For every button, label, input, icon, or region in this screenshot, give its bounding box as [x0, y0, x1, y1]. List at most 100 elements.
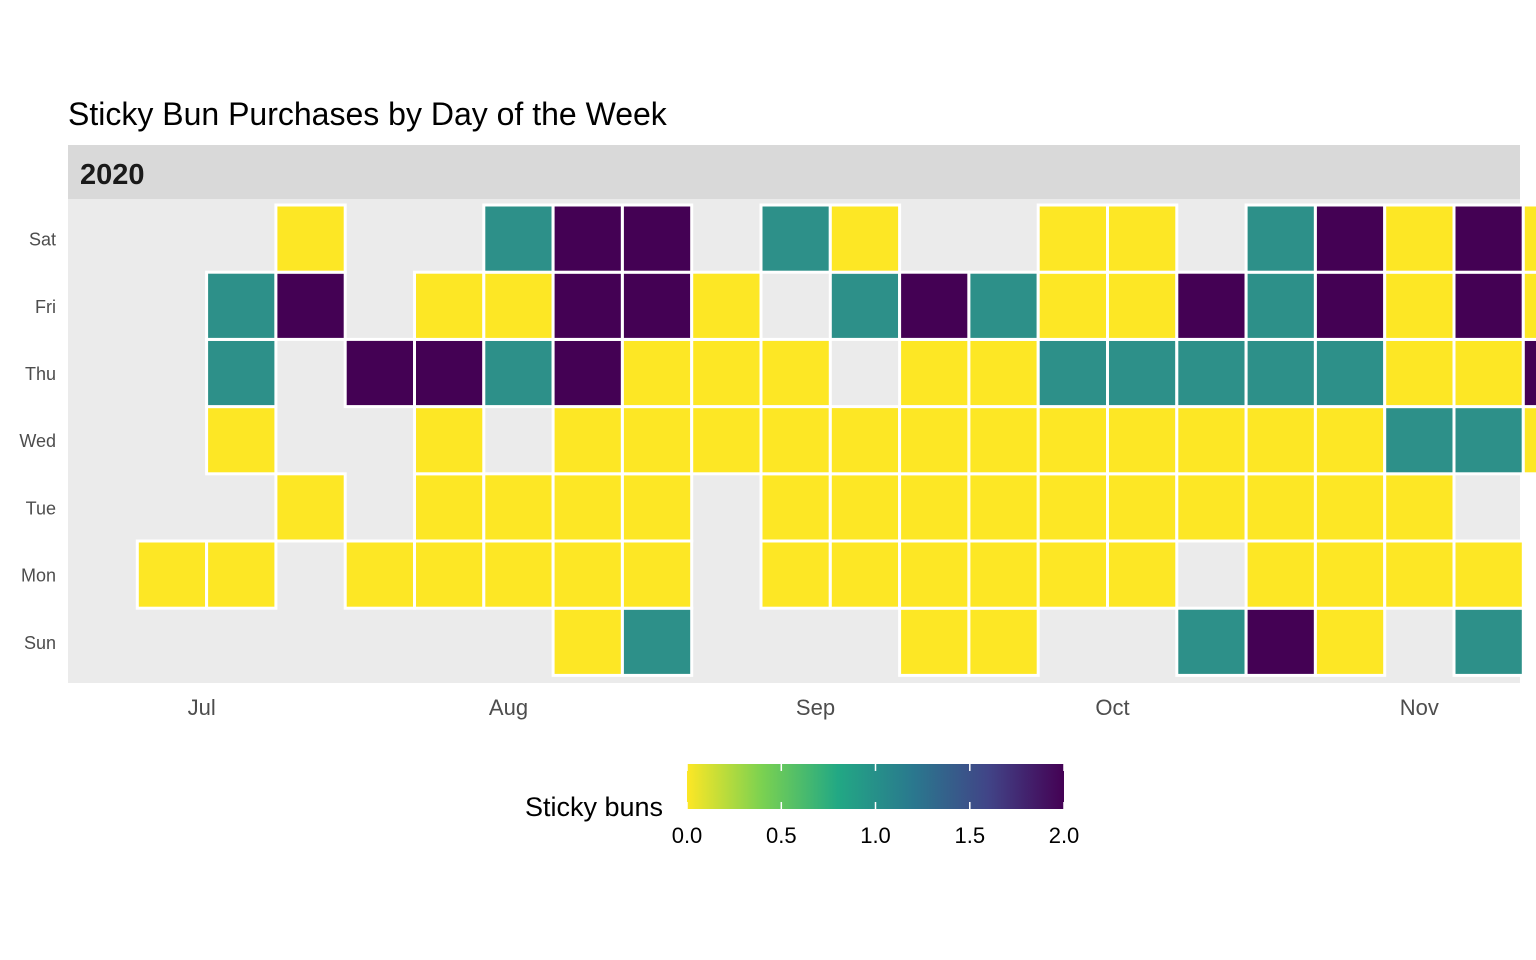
legend-colorbar: [687, 764, 1064, 809]
heatmap-tile-fri-21: [1452, 270, 1525, 341]
heatmap-tile-sun-17: [1175, 606, 1248, 677]
heatmap-tile-sat-9: [620, 203, 694, 274]
heatmap-tile-thu-14: [967, 337, 1040, 409]
heatmap-tile-tue-9: [620, 472, 694, 543]
heatmap-tile-sun-21: [1452, 606, 1525, 677]
heatmap-tile-fri-15: [1036, 270, 1109, 341]
heatmap-tile-fri-16: [1106, 270, 1179, 341]
legend-ticks: 0.0 0.5 1.0 1.5 2.0: [672, 764, 1080, 848]
heatmap-tile-fri-12: [828, 270, 902, 341]
heatmap-tiles: [135, 203, 1536, 677]
heatmap-tile-mon-20: [1383, 539, 1456, 610]
month-label-sep: Sep: [796, 695, 835, 720]
heatmap-tile-fri-18: [1244, 270, 1317, 341]
day-label-fri: Fri: [35, 297, 56, 317]
heatmap-tile-thu-19: [1313, 337, 1387, 409]
heatmap-tile-mon-2: [135, 539, 209, 610]
heatmap-tile-thu-5: [343, 337, 417, 409]
heatmap-tile-fri-22: [1521, 270, 1536, 341]
month-label-aug: Aug: [489, 695, 528, 720]
heatmap-tile-sat-12: [828, 203, 902, 274]
heatmap-tile-sat-7: [482, 203, 555, 274]
heatmap-tile-sat-16: [1106, 203, 1179, 274]
heatmap-tile-fri-13: [898, 270, 971, 341]
month-label-oct: Oct: [1095, 695, 1129, 720]
heatmap-tile-wed-20: [1383, 405, 1456, 476]
facet-strip: [68, 145, 1520, 199]
heatmap-tile-fri-14: [967, 270, 1040, 341]
legend-tick-label-1: 0.5: [766, 823, 797, 848]
heatmap-tile-mon-15: [1036, 539, 1109, 610]
heatmap-tile-thu-6: [413, 337, 486, 409]
y-axis-day-labels: Sun Mon Tue Wed Thu Fri Sat: [19, 230, 56, 653]
heatmap-tile-fri-19: [1313, 270, 1387, 341]
heatmap-tile-tue-4: [274, 472, 347, 543]
heatmap-tile-fri-7: [482, 270, 555, 341]
heatmap-tile-mon-9: [620, 539, 694, 610]
heatmap-tile-mon-18: [1244, 539, 1317, 610]
heatmap-tile-mon-13: [898, 539, 971, 610]
heatmap-tile-fri-6: [413, 270, 486, 341]
heatmap-tile-thu-17: [1175, 337, 1248, 409]
legend-tick-label-2: 1.0: [860, 823, 891, 848]
heatmap-tile-wed-8: [551, 405, 624, 476]
heatmap-tile-sun-9: [620, 606, 694, 677]
heatmap-tile-mon-7: [482, 539, 555, 610]
day-label-thu: Thu: [25, 364, 56, 384]
heatmap-tile-mon-14: [967, 539, 1040, 610]
heatmap-tile-fri-10: [690, 270, 763, 341]
heatmap-tile-sun-13: [898, 606, 971, 677]
heatmap-tile-wed-22: [1521, 405, 1536, 476]
heatmap-tile-tue-12: [828, 472, 902, 543]
heatmap-tile-thu-16: [1106, 337, 1179, 409]
heatmap-tile-tue-17: [1175, 472, 1248, 543]
heatmap-tile-wed-14: [967, 405, 1040, 476]
heatmap-tile-thu-9: [620, 337, 694, 409]
heatmap-tile-thu-21: [1452, 337, 1525, 409]
heatmap-tile-sun-14: [967, 606, 1040, 677]
day-label-mon: Mon: [21, 566, 56, 586]
heatmap-tile-fri-17: [1175, 270, 1248, 341]
heatmap-tile-wed-3: [205, 405, 278, 476]
heatmap-tile-mon-21: [1452, 539, 1525, 610]
heatmap-tile-tue-14: [967, 472, 1040, 543]
x-axis-month-labels: Jul Aug Sep Oct Nov: [188, 695, 1439, 720]
heatmap-tile-sun-18: [1244, 606, 1317, 677]
heatmap-tile-mon-5: [343, 539, 417, 610]
heatmap-tile-sat-15: [1036, 203, 1109, 274]
heatmap-tile-sat-4: [274, 203, 347, 274]
legend-tick-label-0: 0.0: [672, 823, 703, 848]
heatmap-tile-mon-16: [1106, 539, 1179, 610]
heatmap-tile-mon-12: [828, 539, 902, 610]
heatmap-tile-thu-10: [690, 337, 763, 409]
legend: Sticky buns 0.0 0.5 1.0 1.5 2.0: [525, 764, 1079, 848]
heatmap-tile-wed-19: [1313, 405, 1387, 476]
heatmap-tile-mon-11: [759, 539, 832, 610]
heatmap-tile-fri-20: [1383, 270, 1456, 341]
heatmap-tile-sat-20: [1383, 203, 1456, 274]
legend-tick-label-3: 1.5: [955, 823, 986, 848]
heatmap-tile-tue-19: [1313, 472, 1387, 543]
month-label-jul: Jul: [188, 695, 216, 720]
heatmap-tile-wed-10: [690, 405, 763, 476]
heatmap-tile-thu-13: [898, 337, 971, 409]
heatmap-tile-sat-21: [1452, 203, 1525, 274]
heatmap-tile-thu-15: [1036, 337, 1109, 409]
heatmap-tile-thu-11: [759, 337, 832, 409]
heatmap-tile-thu-18: [1244, 337, 1317, 409]
legend-tick-label-4: 2.0: [1049, 823, 1080, 848]
heatmap-tile-thu-3: [205, 337, 278, 409]
heatmap-tile-wed-11: [759, 405, 832, 476]
heatmap-tile-tue-7: [482, 472, 555, 543]
heatmap-tile-thu-7: [482, 337, 555, 409]
heatmap-tile-tue-20: [1383, 472, 1456, 543]
heatmap-tile-sat-18: [1244, 203, 1317, 274]
heatmap-tile-wed-16: [1106, 405, 1179, 476]
heatmap-tile-fri-4: [274, 270, 347, 341]
heatmap-tile-wed-9: [620, 405, 694, 476]
heatmap-tile-sun-8: [551, 606, 624, 677]
chart-title: Sticky Bun Purchases by Day of the Week: [68, 96, 668, 132]
heatmap-tile-tue-8: [551, 472, 624, 543]
heatmap-tile-wed-15: [1036, 405, 1109, 476]
heatmap-tile-mon-8: [551, 539, 624, 610]
